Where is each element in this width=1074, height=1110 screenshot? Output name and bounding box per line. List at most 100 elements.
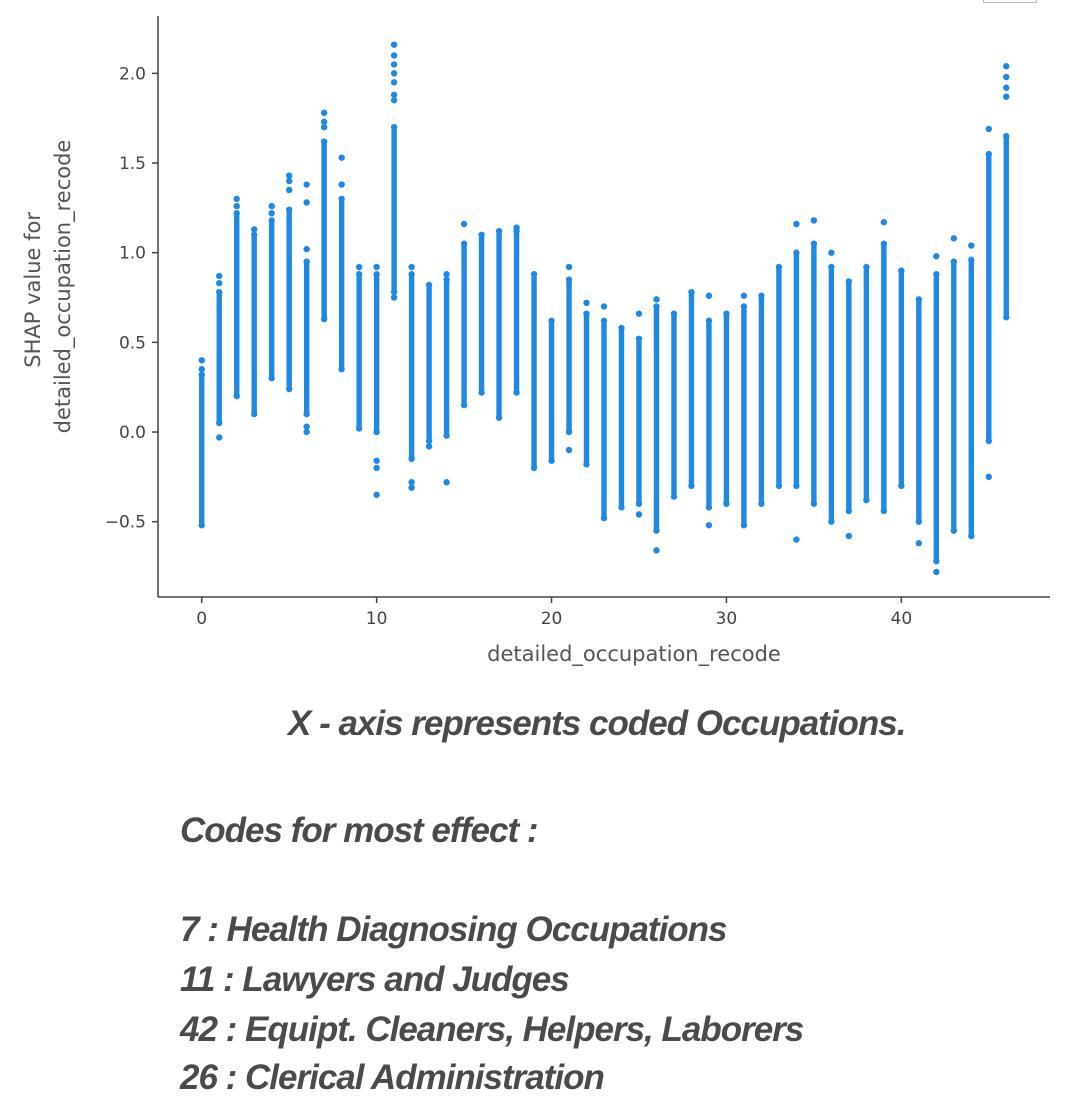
point — [933, 557, 940, 565]
outlier-point — [653, 547, 660, 554]
code-column-31 — [740, 292, 748, 529]
point-strip — [758, 295, 765, 504]
outlier-point — [443, 271, 450, 278]
code-column-2 — [233, 195, 240, 400]
point — [233, 210, 240, 217]
point-strip — [426, 284, 432, 441]
outlier-point — [233, 202, 240, 210]
point — [425, 437, 433, 445]
point — [268, 217, 275, 224]
code-column-32 — [758, 292, 765, 507]
point — [740, 303, 748, 310]
point-strip — [601, 320, 607, 519]
point — [460, 240, 468, 247]
point-strip — [898, 270, 905, 486]
outlier-point — [390, 41, 398, 48]
point — [950, 527, 958, 534]
code-column-34 — [793, 220, 800, 543]
point — [618, 504, 625, 511]
outlier-point — [600, 303, 608, 310]
point — [425, 281, 433, 289]
code-column-1 — [216, 272, 223, 441]
outlier-point — [1003, 93, 1010, 100]
outlier-point — [793, 220, 800, 228]
outlier-point — [915, 540, 923, 547]
point-strip — [216, 292, 222, 424]
code-column-36 — [828, 249, 835, 525]
point — [495, 414, 503, 421]
point — [530, 464, 538, 472]
code-column-25 — [635, 310, 643, 518]
outlier-point — [373, 464, 380, 472]
outlier-point — [408, 484, 415, 491]
code-item: 11 : Lawyers and Judges — [180, 960, 570, 999]
code-column-4 — [268, 202, 275, 382]
point — [985, 437, 992, 445]
outlier-point — [1003, 84, 1010, 91]
code-column-5 — [285, 172, 293, 393]
code-column-15 — [460, 220, 468, 409]
point-strip — [863, 267, 870, 501]
point-strip — [338, 198, 345, 370]
point — [478, 231, 485, 238]
point-strip — [234, 213, 240, 397]
outlier-point — [303, 428, 310, 436]
code-item: 26 : Clerical Administration — [180, 1058, 605, 1097]
outlier-point — [233, 195, 240, 203]
point — [390, 288, 398, 296]
point — [548, 457, 555, 464]
point — [810, 240, 818, 247]
outlier-point — [303, 181, 310, 188]
point — [233, 392, 240, 400]
code-column-6 — [303, 181, 310, 436]
point-strip — [391, 127, 397, 293]
code-column-27 — [670, 310, 678, 500]
point-strip — [951, 261, 957, 531]
point — [915, 518, 923, 525]
point — [565, 276, 573, 283]
point — [915, 296, 923, 303]
outlier-point — [408, 263, 415, 271]
point — [408, 455, 415, 463]
point — [513, 389, 520, 396]
code-column-10 — [373, 263, 380, 498]
point — [845, 507, 853, 515]
outlier-point — [653, 296, 660, 303]
outlier-point — [583, 299, 590, 307]
point-strip — [846, 281, 852, 511]
point — [968, 532, 975, 540]
y-axis-label: SHAP value for detailed_occupation_recod… — [21, 140, 76, 434]
outlier-point — [285, 177, 293, 185]
x-tick-label: 10 — [366, 609, 388, 629]
outlier-point — [565, 263, 573, 271]
point-strip — [636, 338, 642, 504]
code-column-24 — [618, 324, 625, 511]
outlier-point — [338, 154, 345, 161]
point — [303, 410, 310, 418]
code-column-9 — [355, 263, 363, 432]
ticks-layer: 0 10 20 30 40 2.0 1.5 1.0 0.5 0.0 −0.5 — [105, 64, 912, 629]
point — [775, 482, 783, 490]
code-column-16 — [478, 231, 485, 396]
y-tick-label: 2.0 — [119, 64, 146, 84]
outlier-point — [985, 473, 992, 481]
code-column-19 — [530, 271, 538, 472]
point — [898, 482, 905, 490]
point — [600, 317, 608, 325]
point-strip — [793, 252, 800, 486]
x-tick-label: 30 — [716, 609, 738, 629]
outlier-point — [198, 366, 205, 373]
point — [828, 518, 835, 525]
code-column-46 — [1003, 63, 1010, 321]
outlier-point — [373, 457, 380, 464]
point — [355, 425, 363, 432]
point-strip — [531, 274, 537, 468]
y-tick-label: 0.5 — [119, 333, 146, 353]
point-strip — [986, 154, 992, 441]
point-strip — [356, 274, 362, 429]
code-column-3 — [250, 226, 258, 418]
outlier-point — [268, 210, 275, 217]
outlier-point — [810, 217, 818, 224]
outlier-point — [303, 245, 310, 253]
x-tick-label: 0 — [196, 609, 207, 629]
